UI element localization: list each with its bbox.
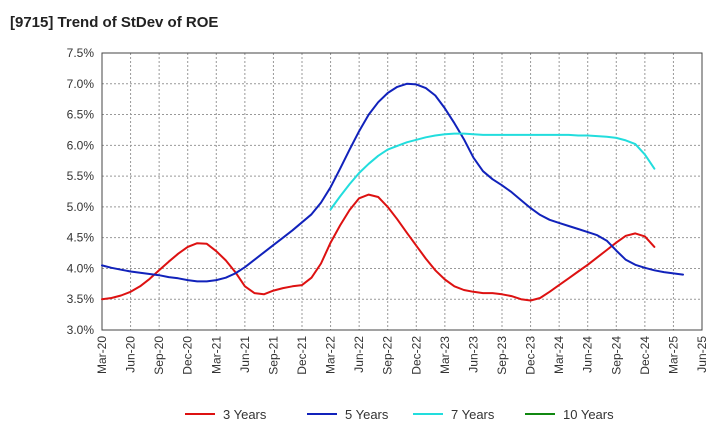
grid — [102, 53, 702, 330]
x-tick-label: Dec-21 — [295, 336, 309, 375]
x-tick-label: Jun-21 — [238, 336, 252, 373]
x-tick-label: Sep-20 — [152, 336, 166, 375]
legend: 3 Years 5 Years 7 Years 10 Years — [185, 407, 614, 422]
x-tick-label: Dec-22 — [409, 336, 423, 375]
x-tick-label: Jun-25 — [695, 336, 709, 373]
x-axis: Mar-20 Jun-20 Sep-20 Dec-20 Mar-21 Jun-21 Sep-… — [95, 336, 709, 375]
x-tick-label: Mar-25 — [666, 336, 680, 374]
x-tick-label: Jun-23 — [466, 336, 480, 373]
series-line-5-years — [101, 82, 684, 283]
y-tick-label: 3.0% — [67, 323, 95, 337]
legend-label: 5 Years — [345, 407, 389, 422]
x-tick-label: Jun-22 — [352, 336, 366, 373]
legend-label: 7 Years — [451, 407, 495, 422]
y-tick-label: 5.5% — [67, 169, 95, 183]
x-tick-label: Mar-24 — [552, 336, 566, 374]
x-tick-label: Sep-22 — [381, 336, 395, 375]
x-tick-label: Jun-20 — [124, 336, 138, 373]
chart-title: [9715] Trend of StDev of ROE — [10, 14, 219, 31]
series-line-3-years — [101, 193, 656, 302]
x-tick-label: Dec-24 — [638, 336, 652, 375]
y-tick-label: 5.0% — [67, 200, 95, 214]
x-tick-label: Sep-21 — [266, 336, 280, 375]
x-tick-label: Sep-23 — [495, 336, 509, 375]
y-tick-label: 4.5% — [67, 231, 95, 245]
x-tick-label: Mar-23 — [438, 336, 452, 374]
x-tick-label: Mar-20 — [95, 336, 109, 374]
y-tick-label: 6.5% — [67, 108, 95, 122]
y-axis: 3.0% 3.5% 4.0% 4.5% 5.0% 5.5% 6.0% 6.5% 7.0% 7.5% — [67, 46, 95, 337]
y-tick-label: 7.5% — [67, 46, 95, 60]
x-tick-label: Dec-23 — [524, 336, 538, 375]
y-tick-label: 4.0% — [67, 261, 95, 275]
series-group — [101, 82, 684, 302]
x-tick-label: Dec-20 — [181, 336, 195, 375]
x-tick-label: Mar-22 — [324, 336, 338, 374]
series-line-7-years — [329, 132, 656, 211]
y-tick-label: 3.5% — [67, 292, 95, 306]
x-tick-label: Sep-24 — [609, 336, 623, 375]
legend-label: 3 Years — [223, 407, 267, 422]
x-tick-label: Mar-21 — [209, 336, 223, 374]
legend-label: 10 Years — [563, 407, 614, 422]
x-tick-label: Jun-24 — [581, 336, 595, 373]
plot-frame — [101, 52, 703, 331]
y-tick-label: 6.0% — [67, 138, 95, 152]
y-tick-label: 7.0% — [67, 77, 95, 91]
